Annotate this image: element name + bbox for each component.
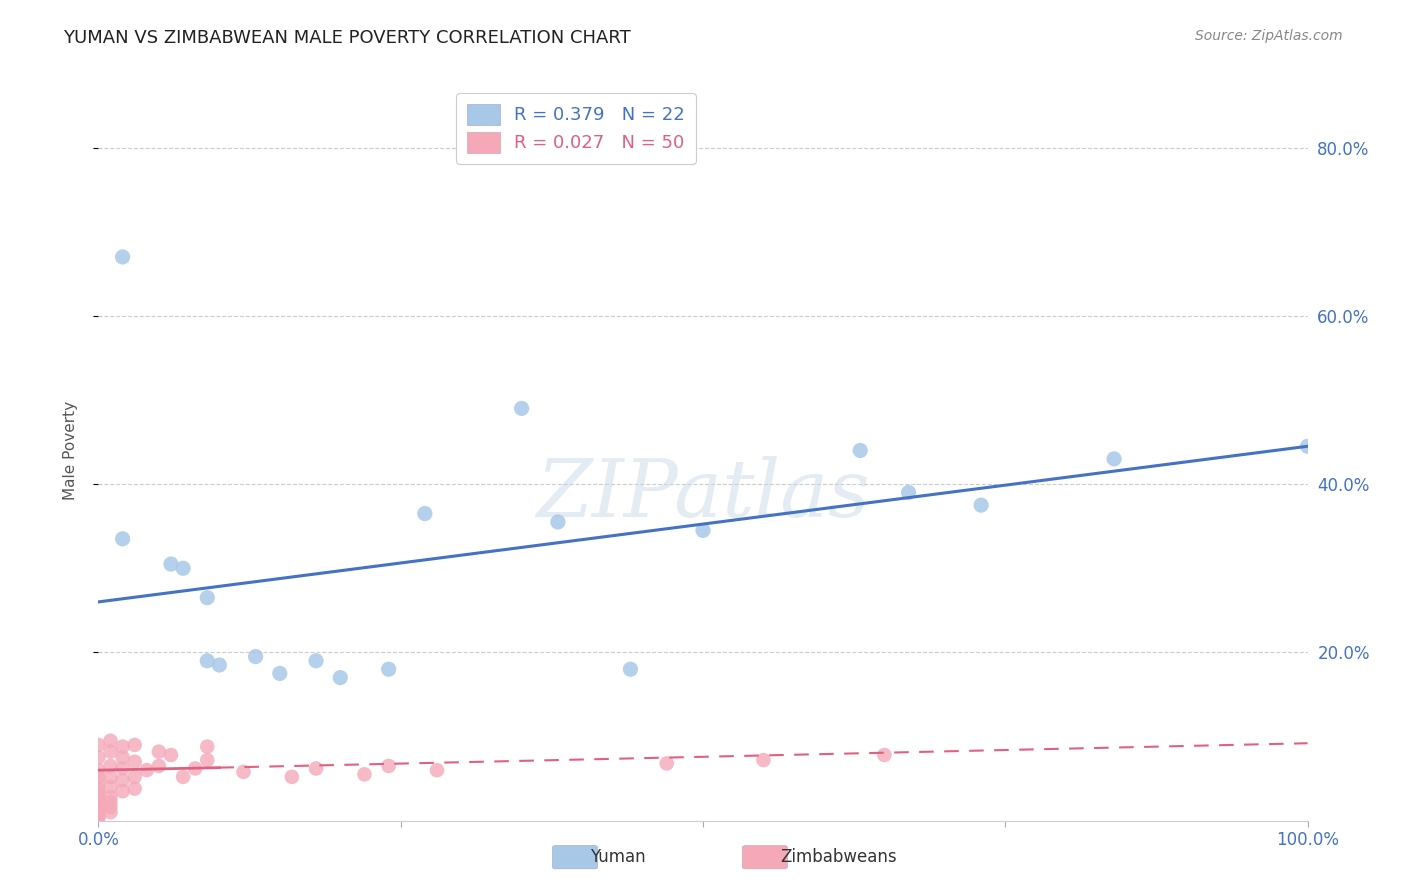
Point — [208, 658, 231, 673]
Point — [111, 784, 134, 798]
Text: ZIPatlas: ZIPatlas — [536, 456, 870, 533]
Point — [195, 739, 218, 754]
Text: Yuman: Yuman — [591, 848, 647, 866]
Point — [87, 795, 110, 809]
Point — [195, 654, 218, 668]
Point — [377, 759, 399, 773]
Point — [655, 756, 678, 771]
Point — [87, 781, 110, 796]
Point — [124, 755, 146, 769]
Point — [87, 750, 110, 764]
Point — [281, 770, 304, 784]
Point — [245, 649, 267, 664]
Point — [619, 662, 641, 676]
Point — [100, 800, 122, 814]
Point — [100, 745, 122, 759]
Point — [897, 485, 920, 500]
Point — [124, 770, 146, 784]
Point — [692, 524, 714, 538]
Point — [195, 753, 218, 767]
Point — [111, 250, 134, 264]
Point — [87, 770, 110, 784]
Point — [148, 745, 170, 759]
Point — [172, 770, 194, 784]
Point — [547, 515, 569, 529]
Point — [1102, 451, 1125, 466]
Point — [87, 809, 110, 823]
Point — [124, 738, 146, 752]
Point — [160, 747, 183, 762]
Point — [172, 561, 194, 575]
Legend: R = 0.379   N = 22, R = 0.027   N = 50: R = 0.379 N = 22, R = 0.027 N = 50 — [457, 93, 696, 163]
Point — [195, 591, 218, 605]
Text: Source: ZipAtlas.com: Source: ZipAtlas.com — [1195, 29, 1343, 43]
Point — [111, 773, 134, 788]
Point — [160, 557, 183, 571]
Point — [377, 662, 399, 676]
Point — [305, 762, 328, 776]
Point — [87, 738, 110, 752]
Point — [413, 507, 436, 521]
Point — [87, 763, 110, 777]
Point — [87, 790, 110, 805]
Point — [269, 666, 291, 681]
Point — [111, 532, 134, 546]
Point — [353, 767, 375, 781]
Point — [184, 762, 207, 776]
Point — [100, 790, 122, 805]
Point — [873, 747, 896, 762]
Point — [510, 401, 533, 416]
Point — [1296, 439, 1319, 453]
Point — [752, 753, 775, 767]
Point — [111, 750, 134, 764]
Point — [87, 811, 110, 825]
Text: Zimbabweans: Zimbabweans — [780, 848, 897, 866]
Point — [87, 776, 110, 790]
Point — [148, 759, 170, 773]
Y-axis label: Male Poverty: Male Poverty — [63, 401, 77, 500]
Point — [111, 739, 134, 754]
Point — [87, 787, 110, 801]
Point — [111, 762, 134, 776]
Point — [100, 733, 122, 747]
Point — [970, 498, 993, 512]
Point — [87, 802, 110, 816]
Point — [426, 763, 449, 777]
Point — [329, 671, 352, 685]
Point — [100, 805, 122, 820]
Point — [124, 781, 146, 796]
Point — [232, 764, 254, 779]
Point — [100, 795, 122, 809]
Point — [87, 798, 110, 813]
Point — [849, 443, 872, 458]
Point — [87, 805, 110, 820]
Point — [87, 806, 110, 821]
Point — [100, 759, 122, 773]
Point — [305, 654, 328, 668]
Point — [100, 770, 122, 784]
Text: YUMAN VS ZIMBABWEAN MALE POVERTY CORRELATION CHART: YUMAN VS ZIMBABWEAN MALE POVERTY CORRELA… — [63, 29, 631, 46]
Point — [100, 780, 122, 794]
Point — [135, 763, 157, 777]
